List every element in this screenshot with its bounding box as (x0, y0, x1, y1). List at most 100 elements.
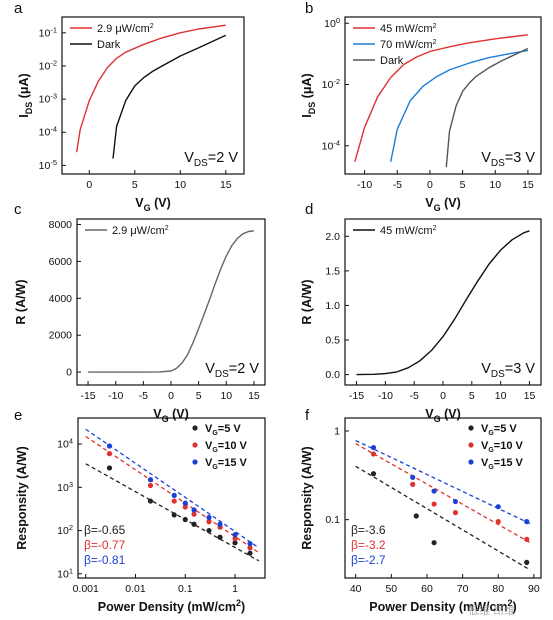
series-line-0 (356, 230, 530, 376)
x-tick-label: 40 (350, 583, 362, 595)
data-point (524, 559, 530, 565)
x-tick-label: -10 (378, 390, 393, 402)
y-tick-label: 0.5 (325, 335, 340, 347)
data-point (182, 504, 188, 510)
fit-line-0 (85, 463, 260, 562)
beta-annotation: β=-0.65 (84, 523, 126, 537)
x-tick-label: 0 (427, 179, 433, 191)
panel-label: a (14, 0, 23, 17)
data-point (182, 516, 188, 523)
x-tick-label: 0.001 (73, 583, 99, 595)
series-line-1 (112, 34, 227, 159)
y-tick-label: 10-2 (322, 77, 340, 91)
legend-marker (468, 459, 474, 465)
y-axis-title: Responsity (A/W) (15, 446, 29, 549)
series-line-0 (354, 34, 528, 162)
y-tick-label: 100 (324, 16, 340, 30)
x-tick-label: -10 (108, 390, 123, 402)
data-point (413, 513, 419, 519)
x-tick-label: 10 (495, 390, 507, 402)
beta-annotation: β=-2.7 (351, 553, 386, 567)
watermark-text: 低维 昂维 (468, 605, 516, 617)
data-point (106, 465, 113, 471)
legend-marker (468, 425, 474, 431)
plot-frame (61, 16, 245, 175)
y-tick-label: 1.0 (325, 300, 340, 312)
x-tick-label: -5 (410, 390, 419, 402)
x-tick-label: 15 (220, 179, 232, 191)
x-tick-label: 15 (248, 390, 260, 402)
x-tick-label: 0 (440, 390, 446, 402)
annotation-vds: VDS=2 V (184, 150, 238, 169)
panel-label: b (305, 0, 313, 17)
x-tick-label: -10 (357, 179, 372, 191)
data-point (495, 504, 501, 510)
y-axis-title: R (A/W) (300, 279, 314, 324)
panel-a: a 0 5 10 15 10-5 10-4 10-3 10-2 10-1 VG (V) IDS (μA… (14, 0, 245, 213)
x-tick-label: -15 (349, 390, 364, 402)
legend-label: VG=15 V (481, 457, 524, 471)
y-tick-label: 8000 (49, 219, 73, 231)
x-tick-label: 15 (524, 390, 536, 402)
beta-annotation: β=-0.77 (84, 538, 126, 552)
y-tick-label: 104 (57, 437, 73, 451)
y-tick-label: 2.0 (325, 231, 340, 243)
data-point (206, 514, 212, 521)
panel-d: d -15 -10 -5 0 5 10 15 0.0 0.5 1.0 1.5 2.0 VG (V) R (A… (300, 201, 542, 424)
data-point (106, 443, 113, 449)
x-axis-title: VG (V) (153, 407, 189, 424)
legend-label: VG=15 V (205, 457, 248, 471)
x-axis-title: Power Density (mW/cm2) (98, 598, 245, 614)
data-point (247, 550, 253, 556)
panel-label: e (14, 407, 22, 424)
y-tick-label: 101 (57, 566, 73, 580)
x-tick-label: 70 (457, 583, 469, 595)
panel-e: e 0.001 0.01 0.1 1 101 102 103 104 Power Density … (14, 407, 266, 614)
data-point (147, 498, 154, 504)
data-point (106, 451, 113, 457)
x-axis-title: VG (V) (135, 196, 171, 213)
data-point (370, 451, 377, 457)
data-point (431, 540, 437, 546)
y-tick-label: 6000 (49, 256, 73, 268)
panel-c: c -15 -10 -5 0 5 10 15 0 2000 4000 6000 8000 VG (V) R … (14, 201, 266, 424)
y-tick-label: 10-4 (39, 125, 57, 139)
x-tick-label: -5 (393, 179, 402, 191)
data-point (247, 540, 253, 547)
y-tick-label: 10-4 (322, 138, 340, 152)
plot-frame (77, 417, 266, 579)
y-tick-label: 2000 (49, 330, 73, 342)
data-point (206, 519, 212, 525)
data-point (452, 498, 459, 505)
x-axis-title: VG (V) (425, 196, 461, 213)
data-point (431, 501, 437, 507)
annotation-vds: VDS=2 V (205, 361, 259, 380)
series-line-0 (75, 24, 226, 153)
panel-f: f 40 50 60 70 80 90 0.1 1 Power Density (mW/cm2) R… (300, 407, 542, 614)
x-tick-label: 0 (168, 390, 174, 402)
panel-b: b -10 -5 0 5 10 15 10-4 10-2 100 VG (V) IDS (μA) 45 … (300, 0, 542, 213)
data-point (524, 536, 530, 542)
beta-annotation: β=-0.81 (84, 553, 126, 567)
legend-label: Dark (380, 55, 404, 67)
data-point (232, 540, 238, 546)
series-line-2 (445, 47, 529, 168)
legend-label: 45 mW/cm2 (380, 23, 437, 35)
legend-marker (192, 425, 198, 431)
data-point (171, 512, 177, 518)
data-point (410, 474, 416, 480)
x-tick-label: 60 (421, 583, 433, 595)
data-point (171, 492, 177, 498)
data-point (247, 545, 253, 551)
x-tick-label: 10 (220, 390, 232, 402)
x-tick-label: -5 (139, 390, 148, 402)
x-tick-label: 0.1 (178, 583, 193, 595)
y-tick-label: 103 (57, 480, 73, 494)
x-tick-label: 15 (522, 179, 534, 191)
data-point (370, 471, 377, 477)
x-tick-label: 1 (232, 583, 238, 595)
data-point (191, 507, 197, 513)
y-tick-label: 10-2 (39, 58, 57, 72)
legend-label: 45 mW/cm2 (380, 225, 437, 237)
